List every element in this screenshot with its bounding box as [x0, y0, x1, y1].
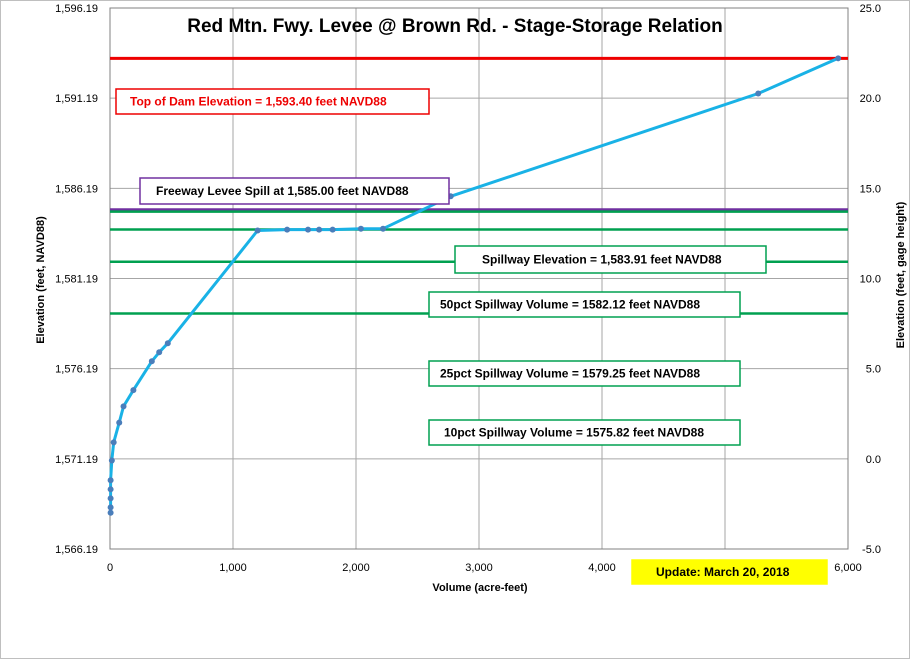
data-point [148, 358, 155, 365]
annotation-label: Top of Dam Elevation = 1,593.40 feet NAV… [130, 95, 387, 109]
y2-axis-ticks: -5.0 0.0 5.0 10.0 15.0 20.0 25.0 [860, 3, 881, 556]
data-point [755, 90, 762, 97]
data-point [130, 387, 137, 394]
x-tick-label: 0 [107, 562, 113, 574]
annotation-box [115, 88, 430, 115]
annotation-box [631, 559, 828, 585]
data-point [329, 226, 336, 233]
y2-tick-label: 10.0 [860, 274, 881, 286]
y2-tick-label: -5.0 [862, 544, 881, 556]
annotation-label: 25pct Spillway Volume = 1579.25 feet NAV… [440, 367, 700, 381]
data-point [305, 226, 312, 233]
annotation-label: Spillway Elevation = 1,583.91 feet NAVD8… [482, 253, 722, 267]
y-tick-label: 1,586.19 [55, 183, 98, 195]
data-point [107, 477, 114, 484]
annotation-box [139, 177, 450, 205]
data-point [108, 457, 115, 464]
annotation-box [428, 419, 741, 446]
plot-area-frame [109, 7, 849, 550]
y2-tick-label: 5.0 [866, 364, 881, 376]
y-tick-label: 1,591.19 [55, 93, 98, 105]
data-point [357, 225, 364, 232]
annotation-label: Freeway Levee Spill at 1,585.00 feet NAV… [156, 184, 409, 198]
annotation-label: 50pct Spillway Volume = 1582.12 feet NAV… [440, 298, 700, 312]
y-tick-label: 1,566.19 [55, 544, 98, 556]
y2-tick-label: 15.0 [860, 183, 881, 195]
y-tick-label: 1,581.19 [55, 274, 98, 286]
y2-axis-title: Elevation (feet, gage height) [895, 201, 907, 348]
x-tick-label: 3,000 [465, 562, 493, 574]
annotation-box [454, 245, 767, 274]
data-point [156, 349, 163, 356]
y2-tick-label: 0.0 [866, 454, 881, 466]
x-tick-label: 6,000 [834, 562, 862, 574]
data-point [316, 226, 323, 233]
data-point [284, 226, 291, 233]
x-tick-label: 1,000 [219, 562, 247, 574]
y-tick-label: 1,576.19 [55, 364, 98, 376]
y-axis-title: Elevation (feet, NAVD88) [35, 216, 47, 344]
x-tick-label: 4,000 [588, 562, 616, 574]
x-axis-title: Volume (acre-feet) [432, 582, 527, 594]
data-point [835, 55, 842, 62]
chart-title: Red Mtn. Fwy. Levee @ Brown Rd. - Stage-… [187, 16, 722, 37]
y2-tick-label: 20.0 [860, 93, 881, 105]
x-tick-label: 2,000 [342, 562, 370, 574]
y-axis-ticks: 1,566.19 1,571.19 1,576.19 1,581.19 1,586.19… [55, 3, 98, 556]
data-point [110, 439, 117, 446]
annotation-label: Update: March 20, 2018 [656, 565, 790, 579]
data-point [254, 227, 261, 234]
y-tick-label: 1,571.19 [55, 454, 98, 466]
data-point [107, 509, 114, 516]
annotations: Top of Dam Elevation = 1,593.40 feet NAV… [115, 88, 828, 585]
data-point [107, 486, 114, 493]
data-point [107, 495, 114, 502]
y-tick-label: 1,596.19 [55, 3, 98, 15]
data-point [164, 340, 171, 347]
y2-tick-label: 25.0 [860, 3, 881, 15]
annotation-label: 10pct Spillway Volume = 1575.82 feet NAV… [444, 426, 704, 440]
data-point [120, 403, 127, 410]
data-point [380, 225, 387, 232]
data-point [107, 504, 114, 511]
data-point [116, 419, 123, 426]
annotation-box [428, 360, 741, 387]
annotation-box [428, 291, 741, 318]
stage-storage-series [107, 55, 842, 516]
